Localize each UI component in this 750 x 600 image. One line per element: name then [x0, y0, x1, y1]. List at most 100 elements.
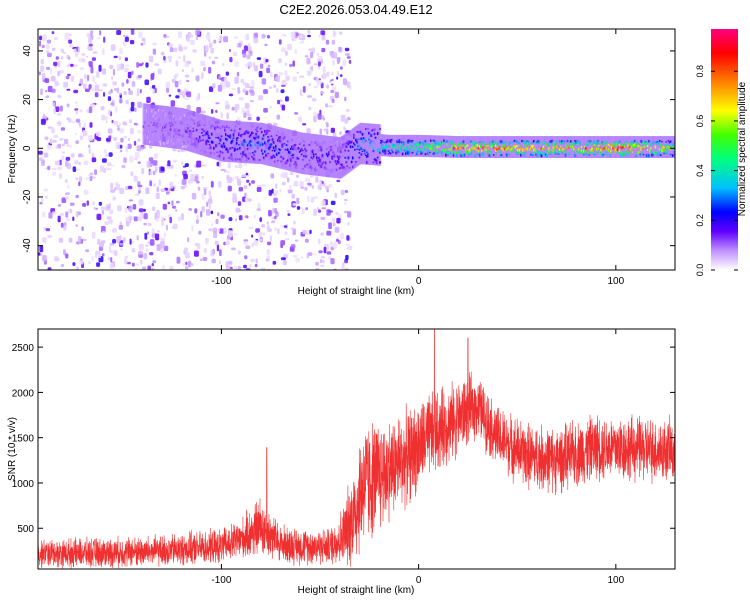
spectrogram-cell — [276, 87, 279, 93]
spectrogram-cell — [255, 258, 258, 264]
spectrogram-cell — [177, 56, 182, 59]
spectrogram-cell — [160, 166, 165, 172]
spectrogram-cell — [88, 61, 93, 66]
spectrogram-cell — [126, 261, 131, 265]
spectrogram-cell — [214, 56, 219, 59]
spectrogram-cell — [274, 190, 279, 195]
spectrogram-cell — [49, 68, 53, 75]
spectrogram-cell — [215, 118, 218, 160]
spectrogram-cell — [227, 260, 233, 266]
spectrogram-cell — [222, 63, 225, 66]
spectrogram-cell — [137, 138, 141, 142]
spectrogram-cell — [196, 160, 202, 168]
spectrogram-cell — [138, 31, 143, 38]
spectrogram-cell — [81, 52, 86, 56]
spectrogram-cell — [347, 222, 350, 226]
spectrogram-cell — [83, 122, 86, 128]
spectrogram-cell — [332, 59, 335, 66]
spectrogram-cell — [98, 253, 102, 259]
spectrogram-cell — [331, 71, 334, 76]
spectrogram-cell — [209, 195, 212, 200]
spectrogram-cell — [271, 188, 274, 194]
spectrogram-cell — [108, 219, 113, 224]
spectrogram-cell — [315, 176, 319, 183]
spectrogram-cell — [308, 106, 312, 111]
spectrogram-cell — [188, 178, 194, 184]
spectrogram-cell — [225, 104, 230, 110]
spectrogram-cell — [136, 62, 139, 68]
spectrogram-cell — [275, 183, 278, 189]
spectrogram-cell — [299, 181, 304, 188]
spectrogram-cell — [202, 186, 208, 191]
spectrogram-cell — [315, 76, 319, 83]
spectrogram-cell — [61, 56, 64, 60]
spectrogram-cell — [243, 264, 247, 269]
spectrogram-cell — [321, 30, 326, 36]
spectrogram-cell — [332, 52, 338, 59]
spectrogram-cell — [201, 193, 205, 200]
spectrogram-cell — [129, 155, 134, 163]
spectrogram-cell — [226, 170, 230, 174]
spectrogram-cell — [125, 64, 130, 67]
spectrogram-cell — [256, 208, 261, 211]
spectrogram-cell — [173, 47, 178, 53]
spectrogram-cell — [69, 44, 74, 48]
spectrogram-cell — [112, 68, 115, 76]
spectrogram-cell — [178, 80, 182, 85]
spectrogram-cell — [78, 153, 83, 158]
spectrogram-cell — [146, 231, 149, 235]
spectrogram-cell — [48, 212, 53, 219]
spectrogram-cell — [143, 222, 147, 226]
snr-y-tick-label: 500 — [17, 524, 34, 535]
spectrogram-cell — [208, 86, 214, 92]
spectrogram-cell — [95, 250, 101, 255]
spectrogram-cell — [172, 205, 177, 209]
spectrogram-cell — [280, 89, 285, 94]
spectrogram-cell — [312, 97, 317, 102]
spectrogram-cell — [68, 33, 72, 37]
spectrogram-cell — [295, 174, 300, 178]
spectrogram-cell — [124, 255, 129, 259]
spectrogram-cell — [64, 32, 70, 40]
spectrogram-cell — [114, 106, 118, 113]
spectrogram-cell — [116, 64, 121, 71]
spectrogram-cell — [137, 181, 141, 186]
spectrogram-cell — [294, 239, 299, 242]
spectrogram-cell — [47, 144, 52, 150]
spectrogram-cell — [338, 46, 342, 52]
spectrogram-cell — [234, 265, 238, 270]
spectrogram-y-tick-label: -40 — [22, 238, 33, 253]
spectrogram-cell — [169, 47, 174, 53]
spectrogram-cell — [253, 240, 259, 246]
spectrogram-cell — [178, 216, 181, 222]
spectrogram-cell — [78, 162, 81, 166]
spectrogram-cell — [270, 71, 273, 78]
spectrogram-cell — [293, 181, 299, 187]
spectrogram-cell — [133, 158, 138, 161]
spectrogram-cell — [175, 209, 178, 212]
spectrogram-cell — [127, 71, 132, 79]
spectrogram-cell — [278, 72, 284, 76]
spectrogram-cell — [247, 121, 250, 164]
spectrogram-cell — [97, 89, 103, 92]
spectrogram-cell — [278, 39, 282, 45]
spectrogram-cell — [206, 201, 209, 207]
spectrogram-cell — [136, 263, 140, 266]
spectrogram-cell — [196, 107, 202, 113]
spectrogram-cell — [66, 54, 70, 59]
spectrogram-cell — [51, 211, 57, 215]
snr-panel: -100 0 100 500 1000 1500 2000 2500 Height of s… — [7, 328, 676, 596]
spectrogram-cell — [258, 95, 264, 101]
spectrogram-cell — [317, 209, 322, 213]
spectrogram-cell — [311, 185, 314, 189]
spectrogram-cell — [61, 155, 65, 161]
spectrogram-cell — [321, 35, 326, 41]
spectrogram-cell — [268, 86, 273, 89]
spectrogram-cell — [109, 209, 114, 215]
spectrogram-cell — [125, 99, 129, 105]
spectrogram-cell — [317, 58, 322, 62]
spectrogram-cell — [45, 90, 48, 93]
spectrogram-cell — [204, 268, 207, 270]
spectrogram-cell — [244, 215, 249, 218]
